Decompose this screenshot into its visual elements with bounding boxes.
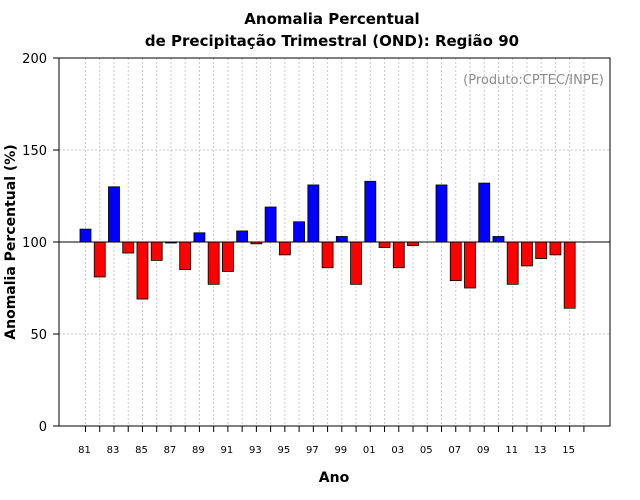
x-axis-ticks: 81 83 85 87 89 91 93 95 97 99 01 03 05 07 09 11 13 15	[78, 426, 585, 456]
x-axis-label: Ano	[319, 470, 350, 486]
bar-1989	[193, 232, 206, 243]
x-tick-label-83: 83	[107, 445, 120, 456]
bar-2014	[549, 241, 562, 256]
bar-1997	[307, 184, 320, 243]
x-tick-label-03: 03	[391, 445, 404, 456]
bar-1985	[136, 241, 149, 300]
bar-2012	[521, 241, 533, 267]
bar-2008	[464, 241, 476, 289]
bar-1990	[207, 241, 220, 285]
y-tick-label-0: 0	[39, 420, 47, 435]
x-tick-label-87: 87	[164, 445, 177, 456]
bar-1992	[236, 230, 249, 243]
chart-title: Anomalia Percentual de Precipitação Trim…	[145, 10, 519, 50]
bar-2007	[449, 241, 462, 282]
x-tick-label-89: 89	[192, 445, 205, 456]
y-axis-label: Anomalia Percentual (%)	[3, 144, 19, 339]
x-tick-label-11: 11	[505, 445, 518, 456]
bar-1988	[179, 241, 192, 271]
product-credit: (Produto:CPTEC/INPE)	[463, 73, 604, 88]
x-tick-label-99: 99	[334, 445, 347, 456]
bar-1996	[293, 221, 306, 243]
bars	[79, 180, 576, 309]
bar-2006	[435, 184, 448, 243]
y-tick-label-100: 100	[22, 236, 47, 251]
bar-2003	[392, 241, 405, 269]
x-tick-label-13: 13	[534, 445, 547, 456]
y-tick-label-200: 200	[22, 52, 47, 67]
bar-1986	[150, 241, 163, 261]
bar-1984	[122, 241, 135, 254]
x-tick-label-91: 91	[221, 445, 234, 456]
x-tick-label-15: 15	[562, 445, 575, 456]
bar-2011	[506, 241, 519, 285]
bar-1995	[278, 241, 291, 256]
bar-2009	[478, 182, 491, 243]
x-tick-label-05: 05	[420, 445, 433, 456]
bar-1991	[221, 241, 234, 272]
bar-1999	[335, 236, 348, 243]
x-tick-label-85: 85	[135, 445, 148, 456]
x-tick-label-01: 01	[363, 445, 376, 456]
x-tick-label-09: 09	[477, 445, 490, 456]
x-tick-label-97: 97	[306, 445, 319, 456]
bar-2002	[378, 241, 391, 248]
x-tick-label-07: 07	[448, 445, 461, 456]
bar-1998	[321, 241, 334, 269]
y-tick-label-50: 50	[30, 328, 47, 343]
bar-2000	[350, 241, 362, 285]
bar-2013	[535, 241, 548, 259]
x-tick-label-93: 93	[249, 445, 262, 456]
x-tick-label-95: 95	[277, 445, 290, 456]
bar-2010	[492, 236, 505, 243]
bar-2001	[364, 180, 377, 243]
bar-1994	[264, 206, 277, 243]
chart-title-line-1: Anomalia Percentual	[244, 10, 419, 28]
bar-2004	[407, 241, 419, 247]
chart-title-line-2: de Precipitação Trimestral (OND): Região…	[145, 32, 519, 50]
bar-1981	[79, 228, 92, 243]
bar-2015	[563, 241, 576, 309]
bar-1983	[108, 186, 120, 243]
y-axis-ticks: 0 50 100 150 200	[22, 52, 59, 435]
bar-1982	[93, 241, 106, 278]
y-tick-label-150: 150	[22, 144, 47, 159]
x-tick-label-81: 81	[78, 445, 91, 456]
